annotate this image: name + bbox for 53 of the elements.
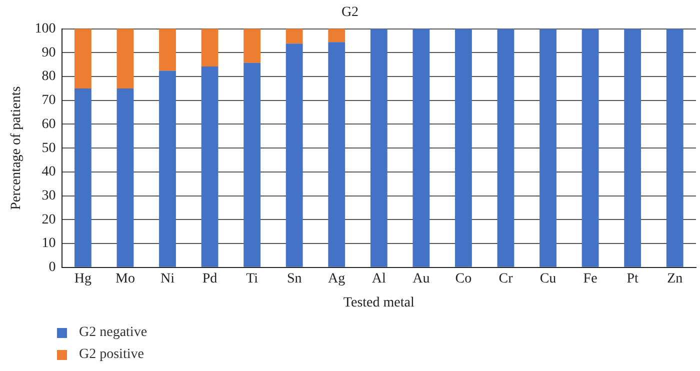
y-tick-label: 30 [42,188,56,204]
bar [201,66,218,267]
y-tick-label: 0 [48,260,56,276]
x-tick-label: Zn [667,271,683,286]
x-tick-label: Mo [115,271,135,286]
x-tick-label: Ni [160,271,175,286]
y-tick-label: 100 [34,21,56,36]
bar [201,28,218,66]
bar [328,28,346,42]
y-tick-label: 70 [42,93,56,108]
y-tick-label: 20 [42,212,56,228]
bar [582,28,599,267]
y-tick-label: 10 [42,236,56,252]
x-tick-label: Cu [540,271,556,286]
y-tick-label: 90 [42,45,56,60]
legend-label: G2 positive [79,347,144,363]
bar [455,28,472,267]
bar [540,28,556,267]
x-tick-label: Cr [498,271,514,286]
bar [328,42,346,267]
x-tick-label: Al [372,271,386,286]
y-tick-label: 60 [42,116,56,132]
bar [116,28,134,88]
chart-title: G2 [341,5,359,20]
y-tick-label: 50 [42,140,56,156]
bar [666,28,684,267]
x-tick-label: Ti [246,271,258,286]
x-tick-label: Ag [328,271,346,286]
x-axis-title: Tested metal [343,295,414,310]
x-tick-label: Hg [74,271,92,286]
bar [286,28,303,44]
legend-label: G2 negative [79,325,148,341]
bar [74,28,92,88]
bar [159,70,176,267]
x-tick-label: Pt [626,271,639,286]
x-tick-label: Fe [583,271,598,286]
bar [624,28,642,267]
bar [244,28,261,63]
y-axis-title: Percentage of patients [9,86,24,210]
bar [497,28,514,267]
bar [370,28,388,267]
bar [74,88,92,267]
x-tick-label: Sn [286,271,302,286]
bar [116,88,134,267]
y-tick-label: 80 [42,69,56,84]
bar [159,28,176,71]
x-tick-label: Au [412,271,430,286]
x-tick-label: Co [455,271,472,286]
bar [286,44,303,267]
bar [244,62,261,267]
x-tick-label: Pd [202,271,218,286]
bar [412,28,430,267]
y-tick-label: 40 [42,164,56,180]
